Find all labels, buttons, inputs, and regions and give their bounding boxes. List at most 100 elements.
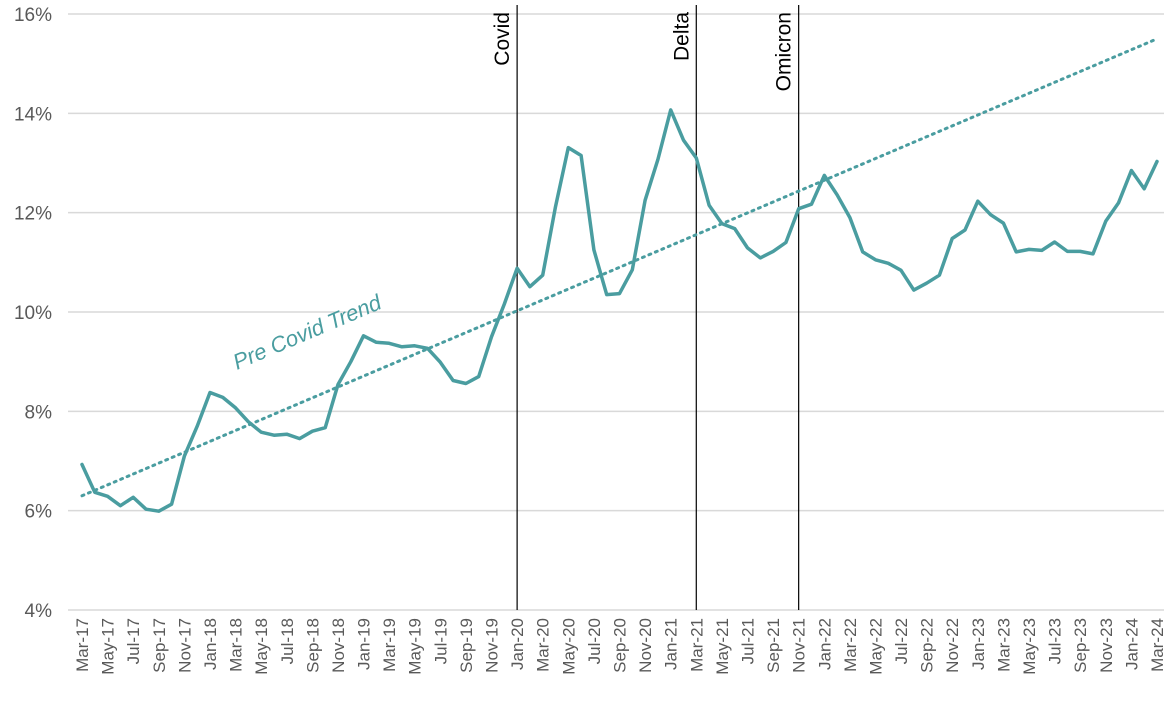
- data-point: [848, 216, 852, 219]
- x-tick-label: May-18: [252, 618, 271, 675]
- x-tick-label: May-17: [99, 618, 118, 675]
- x-tick-label: Nov-18: [329, 618, 348, 673]
- x-tick-label: Mar-22: [841, 618, 860, 672]
- data-point: [272, 433, 276, 437]
- data-point: [426, 347, 429, 350]
- data-point: [515, 267, 519, 270]
- data-point: [976, 200, 980, 203]
- data-point: [567, 146, 570, 149]
- data-point: [823, 174, 826, 177]
- data-point: [1155, 160, 1159, 163]
- data-point: [349, 360, 352, 363]
- data-series: [80, 108, 1159, 513]
- data-point: [490, 335, 493, 339]
- x-tick-label: Jul-23: [1046, 618, 1065, 664]
- x-tick-label: Jan-18: [201, 618, 220, 670]
- y-tick-label: 10%: [14, 303, 52, 324]
- pre-covid-trend: Pre Covid Trend: [80, 37, 1159, 498]
- x-tick-label: May-22: [866, 618, 885, 675]
- x-tick-label: May-19: [406, 618, 425, 675]
- data-point: [541, 274, 544, 277]
- data-point: [451, 379, 455, 382]
- annotation-label: Omicron: [773, 12, 796, 91]
- data-point: [695, 156, 698, 160]
- x-tick-label: Jan-22: [815, 618, 834, 670]
- x-tick-label: Sep-17: [150, 618, 169, 673]
- data-point: [285, 432, 288, 436]
- x-tick-label: Jan-24: [1122, 618, 1141, 670]
- data-point: [1015, 250, 1018, 254]
- annotation-label: Covid: [491, 12, 514, 66]
- data-point: [387, 342, 391, 345]
- data-point: [1117, 201, 1120, 204]
- data-point: [707, 204, 711, 207]
- x-tick-label: Mar-19: [380, 618, 399, 672]
- x-tick-label: Sep-19: [457, 618, 476, 673]
- y-tick-label: 16%: [14, 5, 52, 26]
- y-axis-tick-labels: 4% 6% 8% 10% 12% 14% 16%: [14, 5, 52, 622]
- data-point: [669, 108, 672, 112]
- x-tick-label: Jul-18: [278, 618, 297, 664]
- x-tick-label: Jul-20: [585, 618, 604, 664]
- data-point: [771, 250, 775, 253]
- data-point: [835, 193, 839, 196]
- x-tick-label: Mar-23: [994, 618, 1013, 672]
- x-tick-label: Nov-17: [175, 618, 194, 673]
- data-point: [656, 158, 660, 161]
- x-tick-label: Jul-17: [124, 618, 143, 664]
- data-point: [247, 420, 250, 423]
- data-point: [951, 237, 954, 240]
- data-point: [221, 396, 224, 399]
- y-tick-label: 6%: [25, 502, 53, 523]
- data-point: [1053, 240, 1056, 244]
- data-point: [963, 228, 967, 232]
- x-tick-label: May-23: [1020, 618, 1039, 675]
- trend-line: [80, 37, 1159, 498]
- x-tick-label: Jan-23: [969, 618, 988, 670]
- y-tick-label: 12%: [14, 204, 52, 225]
- data-point: [375, 341, 378, 344]
- y-tick-label: 14%: [14, 104, 52, 125]
- data-point: [119, 504, 122, 507]
- data-point: [1066, 250, 1069, 253]
- data-point: [106, 495, 109, 498]
- x-tick-label: May-20: [559, 618, 578, 675]
- data-point: [144, 507, 148, 511]
- data-point: [605, 293, 608, 296]
- data-point: [554, 205, 557, 208]
- data-point: [912, 288, 916, 292]
- data-point: [1040, 249, 1044, 252]
- x-tick-label: Nov-20: [636, 618, 655, 673]
- gridlines: [68, 13, 1164, 611]
- data-point: [323, 426, 327, 429]
- x-tick-label: Nov-23: [1097, 618, 1116, 673]
- data-point: [746, 246, 749, 250]
- data-point: [720, 222, 724, 225]
- data-point: [887, 262, 890, 265]
- data-point: [208, 391, 212, 394]
- trend-label: Pre Covid Trend: [229, 289, 385, 374]
- data-point: [528, 285, 532, 288]
- data-point: [298, 437, 301, 440]
- data-point: [631, 268, 634, 271]
- x-tick-label: Nov-21: [790, 618, 809, 673]
- x-tick-label: Nov-22: [943, 618, 962, 673]
- data-point: [413, 344, 416, 347]
- annotation-label: Delta: [670, 12, 693, 61]
- x-tick-label: Nov-19: [483, 618, 502, 673]
- data-point: [925, 281, 928, 285]
- data-point: [759, 256, 762, 260]
- x-tick-label: Mar-17: [73, 618, 92, 672]
- x-tick-label: Sep-22: [918, 618, 937, 673]
- data-point: [93, 491, 96, 494]
- data-point: [400, 345, 404, 348]
- x-tick-label: Sep-20: [611, 618, 630, 673]
- data-point: [195, 425, 199, 428]
- x-tick-label: Sep-23: [1071, 618, 1090, 673]
- x-tick-label: May-21: [713, 618, 732, 675]
- data-point: [989, 213, 992, 216]
- data-point: [733, 227, 736, 230]
- x-tick-label: Mar-24: [1148, 618, 1167, 672]
- data-point: [464, 382, 468, 385]
- x-tick-label: Sep-18: [303, 618, 322, 673]
